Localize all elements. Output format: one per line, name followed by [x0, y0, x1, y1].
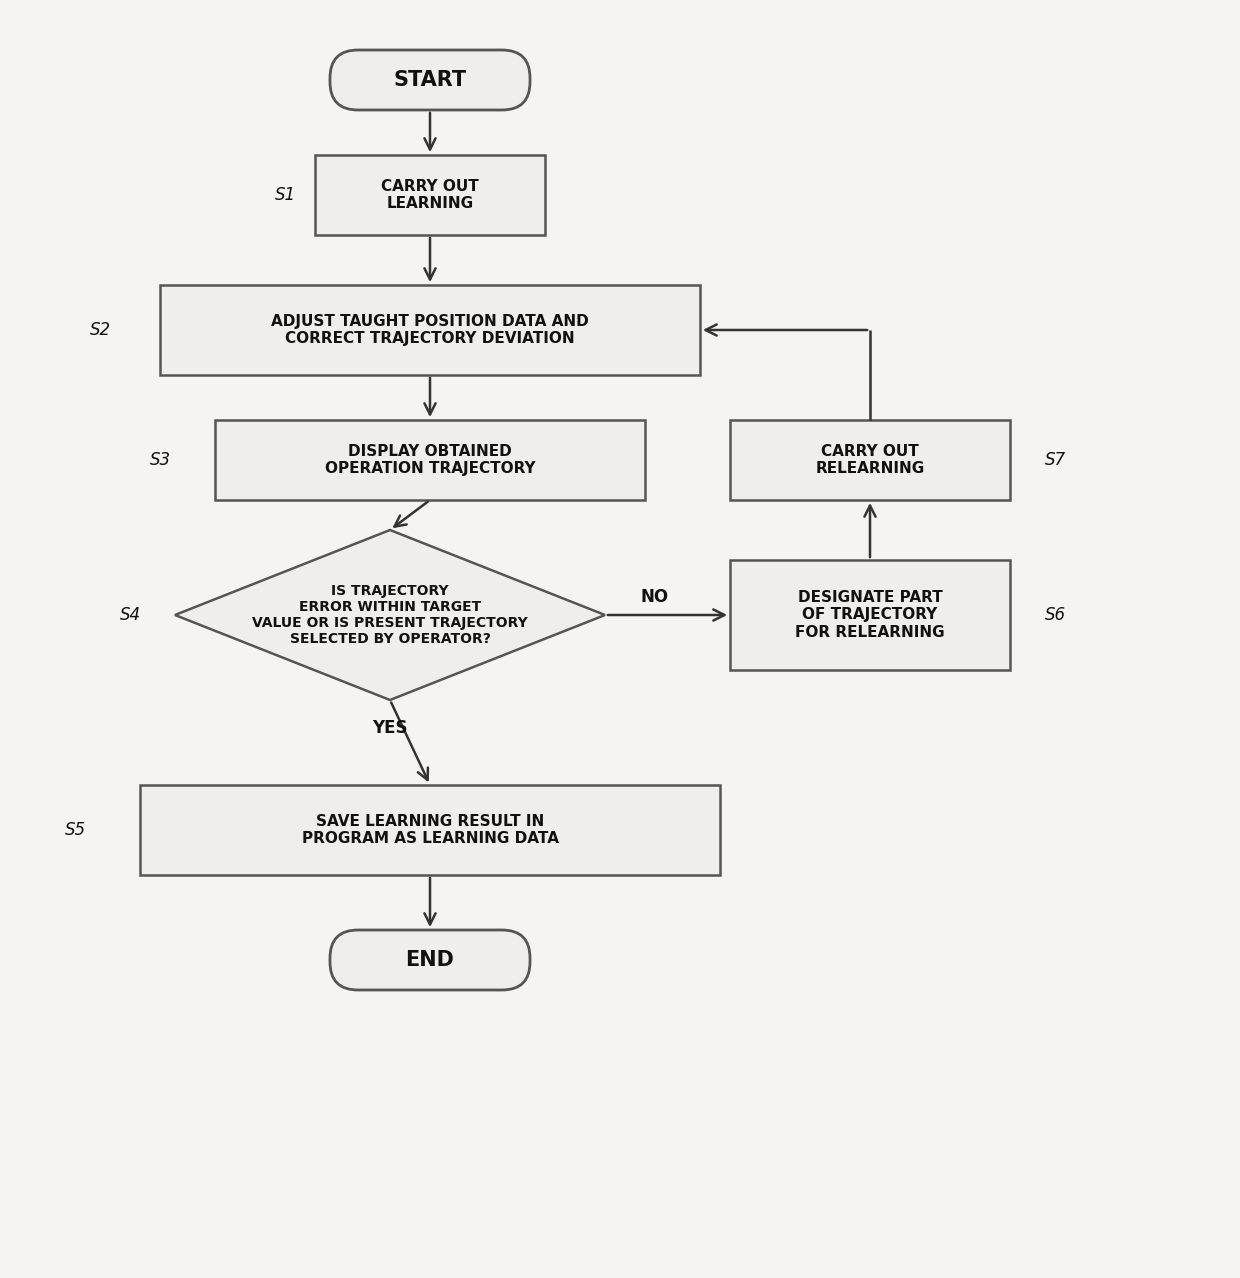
- Text: S3: S3: [150, 451, 171, 469]
- FancyBboxPatch shape: [330, 930, 529, 990]
- FancyBboxPatch shape: [315, 155, 546, 235]
- Text: SAVE LEARNING RESULT IN
PROGRAM AS LEARNING DATA: SAVE LEARNING RESULT IN PROGRAM AS LEARN…: [301, 814, 558, 846]
- Text: S7: S7: [1044, 451, 1065, 469]
- FancyBboxPatch shape: [215, 420, 645, 500]
- Text: ADJUST TAUGHT POSITION DATA AND
CORRECT TRAJECTORY DEVIATION: ADJUST TAUGHT POSITION DATA AND CORRECT …: [272, 314, 589, 346]
- Text: DISPLAY OBTAINED
OPERATION TRAJECTORY: DISPLAY OBTAINED OPERATION TRAJECTORY: [325, 443, 536, 477]
- Text: S1: S1: [274, 187, 295, 204]
- FancyBboxPatch shape: [730, 420, 1011, 500]
- FancyBboxPatch shape: [140, 785, 720, 875]
- Text: CARRY OUT
RELEARNING: CARRY OUT RELEARNING: [816, 443, 925, 477]
- FancyBboxPatch shape: [330, 50, 529, 110]
- Text: NO: NO: [641, 588, 670, 606]
- Text: S4: S4: [119, 606, 140, 624]
- FancyBboxPatch shape: [730, 560, 1011, 670]
- Text: IS TRAJECTORY
ERROR WITHIN TARGET
VALUE OR IS PRESENT TRAJECTORY
SELECTED BY OPE: IS TRAJECTORY ERROR WITHIN TARGET VALUE …: [252, 584, 528, 647]
- Text: CARRY OUT
LEARNING: CARRY OUT LEARNING: [381, 179, 479, 211]
- Text: YES: YES: [372, 720, 408, 737]
- Text: END: END: [405, 950, 454, 970]
- Text: DESIGNATE PART
OF TRAJECTORY
FOR RELEARNING: DESIGNATE PART OF TRAJECTORY FOR RELEARN…: [795, 590, 945, 640]
- Text: S5: S5: [64, 820, 86, 838]
- Text: START: START: [393, 70, 466, 89]
- FancyBboxPatch shape: [160, 285, 701, 374]
- Text: S2: S2: [89, 321, 110, 339]
- Text: S6: S6: [1044, 606, 1065, 624]
- Polygon shape: [175, 530, 605, 700]
